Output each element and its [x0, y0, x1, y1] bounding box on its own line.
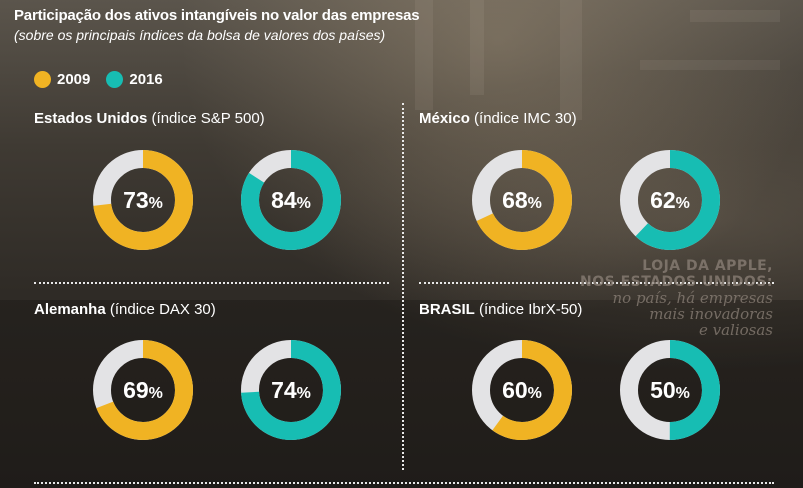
donut-value-arc [241, 150, 341, 250]
divider-bottom [34, 482, 774, 484]
donut-value-arc [620, 340, 720, 440]
donut-m-xico-2009: 68% [472, 150, 572, 250]
panel-title-estados-unidos: Estados Unidos (índice S&P 500) [34, 109, 265, 129]
donut-estados-unidos-2016: 84% [241, 150, 341, 250]
divider-horizontal-left [34, 282, 389, 284]
donut-value-label: 62% [650, 187, 690, 213]
photo-caption-line4: mais inovadoras [649, 305, 773, 323]
panel-title-alemanha: Alemanha (índice DAX 30) [34, 300, 216, 320]
donut-value-label: 50% [650, 377, 690, 403]
index-name: (índice S&P 500) [151, 110, 265, 127]
index-name: (índice DAX 30) [109, 301, 216, 318]
donut-value-arc [620, 150, 720, 250]
legend-item-2016: 2016 [106, 71, 163, 88]
donut-alemanha-2009: 69% [93, 340, 193, 440]
chart-header: Participação dos ativos intangíveis no v… [14, 6, 420, 45]
index-name: (índice IbrX-50) [479, 301, 583, 318]
donut-value-arc [472, 340, 572, 440]
country-name: Alemanha [34, 301, 106, 318]
photo-caption-line1: LOJA DA APPLE, [642, 258, 773, 274]
donut-value-arc [241, 340, 341, 440]
divider-horizontal-right [419, 282, 774, 284]
donut-alemanha-2016: 74% [241, 340, 341, 440]
panel-title-mexico: México (índice IMC 30) [419, 109, 577, 129]
legend-label-2016: 2016 [129, 71, 163, 88]
donut-value-label: 84% [271, 187, 311, 213]
donut-value-arc [93, 150, 193, 250]
legend: 2009 2016 [34, 71, 179, 88]
donut-value-label: 73% [123, 187, 163, 213]
country-name: BRASIL [419, 301, 475, 318]
donut-brasil-2009: 60% [472, 340, 572, 440]
donut-value-arc [93, 340, 193, 440]
donut-value-label: 60% [502, 377, 542, 403]
panel-title-brasil: BRASIL (índice IbrX-50) [419, 300, 582, 320]
donut-estados-unidos-2009: 73% [93, 150, 193, 250]
legend-swatch-2009 [34, 71, 51, 88]
chart-title: Participação dos ativos intangíveis no v… [14, 7, 420, 24]
legend-label-2009: 2009 [57, 71, 91, 88]
donut-value-label: 69% [123, 377, 163, 403]
legend-item-2009: 2009 [34, 71, 90, 88]
donut-value-label: 68% [502, 187, 542, 213]
index-name: (índice IMC 30) [474, 110, 577, 127]
photo-caption: LOJA DA APPLE, NOS ESTADOS UNIDOS: no pa… [580, 258, 773, 338]
photo-caption-line2: NOS ESTADOS UNIDOS: [580, 274, 773, 290]
donut-value-arc [472, 150, 572, 250]
legend-swatch-2016 [106, 71, 124, 88]
country-name: Estados Unidos [34, 110, 148, 127]
donut-brasil-2016: 50% [620, 340, 720, 440]
chart-subtitle: (sobre os principais índices da bolsa de… [14, 27, 386, 43]
donut-value-label: 74% [271, 377, 311, 403]
divider-vertical [402, 103, 404, 470]
donut-m-xico-2016: 62% [620, 150, 720, 250]
country-name: México [419, 110, 470, 127]
photo-caption-line5: e valiosas [698, 321, 773, 339]
photo-caption-line3: no país, há empresas [612, 289, 774, 307]
